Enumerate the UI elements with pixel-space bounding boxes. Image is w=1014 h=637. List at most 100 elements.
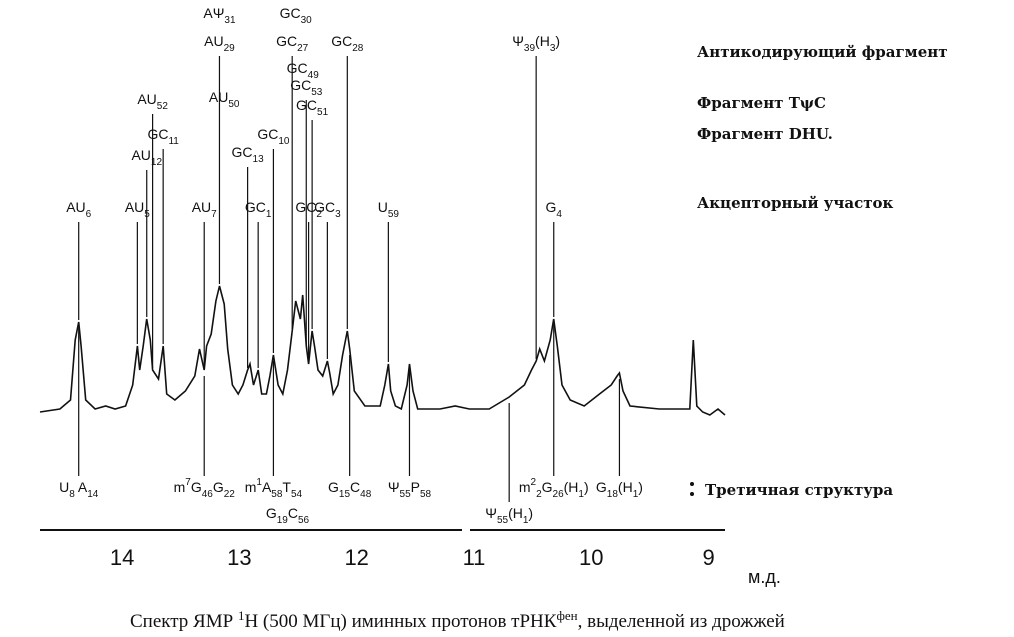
label-sub: 2 <box>316 209 322 220</box>
label: AU7 <box>192 199 217 220</box>
x-tick-label: 14 <box>110 545 134 570</box>
label: G19C56 <box>266 505 310 526</box>
note: Антикодирующий фрагмент <box>697 43 948 61</box>
label-text: Спектр ЯМР <box>130 611 238 632</box>
label-sub: 1 <box>578 489 584 500</box>
bullet <box>690 482 694 486</box>
label-text: A <box>75 479 88 495</box>
label-text: H (500 МГц) иминных протонов тРНК <box>244 611 556 632</box>
label: AU29 <box>204 33 235 54</box>
label-sub: 26 <box>553 489 565 500</box>
label-sub: 15 <box>339 489 351 500</box>
label-text: Ψ <box>512 33 524 49</box>
label: GC2 <box>295 199 322 220</box>
label-text: G <box>266 505 277 521</box>
label-text: G <box>328 479 339 495</box>
label-sub: 6 <box>86 209 92 220</box>
label-sub: 1 <box>633 489 639 500</box>
label-sub: 29 <box>224 43 236 54</box>
label-sub: 55 <box>497 515 509 526</box>
label: GC10 <box>257 126 290 147</box>
label: GC3 <box>314 199 341 220</box>
label-sub: 55 <box>400 489 412 500</box>
label-sup: 1 <box>238 608 245 623</box>
label: GC53 <box>290 77 323 98</box>
label: Ψ39(H3) <box>512 33 560 54</box>
label-sub: 58 <box>271 489 283 500</box>
label-sub: 7 <box>211 209 217 220</box>
label: m22G26(H1) <box>519 477 589 500</box>
label-sub: 51 <box>317 107 329 118</box>
label-text: Ψ <box>485 505 497 521</box>
label-sub: 2 <box>536 489 542 500</box>
label-text: AU <box>66 199 85 215</box>
label-text: GC <box>280 5 301 21</box>
label-sub: 1 <box>523 515 529 526</box>
label: GC51 <box>296 97 329 118</box>
label-sub: 28 <box>352 43 364 54</box>
x-tick-label: 9 <box>702 545 714 570</box>
label-text: A <box>262 479 272 495</box>
label-sub: 58 <box>420 489 432 500</box>
label-text: AU <box>137 91 156 107</box>
note: Акцепторный участок <box>697 194 894 212</box>
label-text: GC <box>290 77 311 93</box>
label-sub: 3 <box>550 43 556 54</box>
label-text: C <box>288 505 298 521</box>
label-text: (H <box>535 33 550 49</box>
label: AU52 <box>137 91 168 112</box>
label-text: GC <box>296 97 317 113</box>
label-sub: 18 <box>607 489 619 500</box>
label-sup: 1 <box>256 477 262 488</box>
label: GC27 <box>276 33 309 54</box>
label-text: ) <box>638 479 643 495</box>
label: GC28 <box>331 33 364 54</box>
label-text: AΨ <box>203 5 224 21</box>
label: G18(H1) <box>596 479 643 500</box>
label-text: AU <box>204 33 223 49</box>
label: GC30 <box>280 5 313 26</box>
label-sub: 54 <box>291 489 303 500</box>
label-text: m <box>245 479 257 495</box>
label-text: GC <box>276 33 297 49</box>
label-text: (H <box>618 479 633 495</box>
label-text: GC <box>245 199 266 215</box>
label: G15C48 <box>328 479 372 500</box>
label-text: AU <box>131 147 150 163</box>
label: Ψ55P58 <box>388 479 432 500</box>
x-axis-label: м.д. <box>748 567 781 587</box>
label-sub: 30 <box>301 15 313 26</box>
label: m1A58T54 <box>245 477 303 500</box>
label-text: T <box>282 479 291 495</box>
label-text: GC <box>295 199 316 215</box>
label-sub: 49 <box>308 70 320 81</box>
label: AΨ31 <box>203 5 236 26</box>
x-tick-label: 13 <box>227 545 251 570</box>
label: m7G46G22 <box>174 477 236 500</box>
label: U8 A14 <box>59 479 99 500</box>
label-sub: 53 <box>311 87 323 98</box>
label-text: Ψ <box>388 479 400 495</box>
x-tick-label: 12 <box>344 545 368 570</box>
label-sub: 31 <box>224 15 236 26</box>
label-text: G <box>213 479 224 495</box>
label-text: G <box>542 479 553 495</box>
label-text: GC <box>147 126 168 142</box>
label-text: U <box>59 479 69 495</box>
label-text: (H <box>508 505 523 521</box>
x-tick-label: 10 <box>579 545 603 570</box>
label-text: P <box>411 479 420 495</box>
label-text: ) <box>528 505 533 521</box>
x-tick-label: 11 <box>463 545 486 570</box>
label-text: m <box>519 479 531 495</box>
label: Ψ55(H1) <box>485 505 533 526</box>
label-text: ) <box>584 479 589 495</box>
label: Спектр ЯМР 1H (500 МГц) иминных протонов… <box>130 608 785 632</box>
label-text: G <box>596 479 607 495</box>
label: AU12 <box>131 147 162 168</box>
label: GC49 <box>287 60 320 81</box>
label-sub: 50 <box>228 99 240 110</box>
label: AU6 <box>66 199 91 220</box>
label-sub: 39 <box>524 43 536 54</box>
